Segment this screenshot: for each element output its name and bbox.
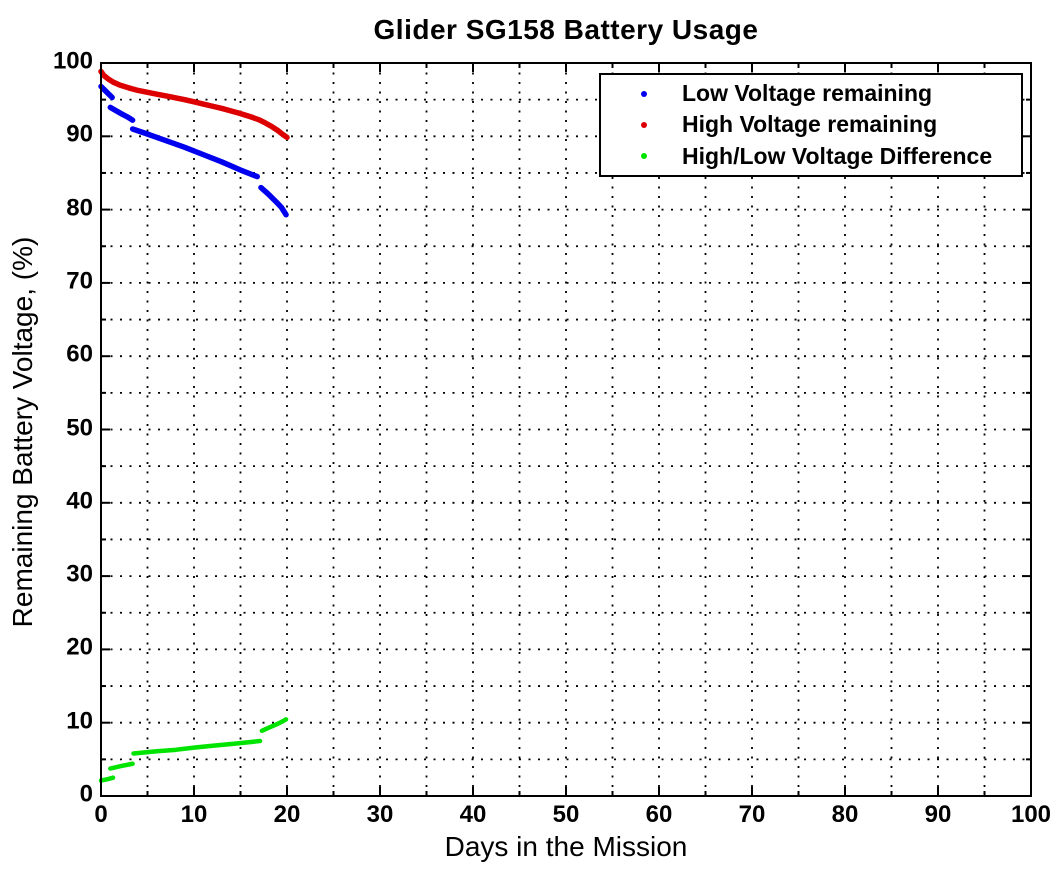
x-tick-label: 20 — [273, 801, 301, 828]
x-tick-label: 80 — [831, 801, 859, 828]
series-line-0 — [107, 104, 136, 123]
legend-item-low-voltage: Low Voltage remaining — [601, 78, 1021, 109]
x-tick-label: 70 — [738, 801, 766, 828]
legend-label-low-voltage: Low Voltage remaining — [682, 80, 933, 107]
x-axis-label: Days in the Mission — [444, 831, 688, 862]
series-line-2 — [259, 717, 289, 734]
x-tick-label: 0 — [94, 801, 108, 828]
y-tick-label: 100 — [52, 47, 93, 75]
series-line-0 — [98, 83, 115, 101]
y-axis-label: Remaining Battery Voltage, (%) — [7, 236, 38, 628]
y-tick-label: 80 — [66, 194, 93, 222]
series-line-0 — [129, 126, 260, 180]
x-tick-label: 50 — [552, 801, 580, 828]
legend-item-difference: High/Low Voltage Difference — [601, 141, 1021, 172]
x-tick-label: 90 — [924, 801, 952, 828]
series-line-0 — [258, 184, 289, 218]
y-tick-label: 0 — [79, 780, 93, 808]
series-line-2 — [108, 761, 135, 771]
legend: Low Voltage remaining High Voltage remai… — [599, 73, 1023, 177]
y-tick-label: 70 — [66, 267, 93, 295]
x-tick-label: 100 — [1010, 801, 1052, 828]
y-tick-label: 90 — [66, 120, 93, 148]
plot-box — [100, 62, 1032, 797]
y-tick-label: 10 — [66, 707, 93, 735]
series-line-1 — [98, 68, 290, 141]
y-tick-label: 40 — [66, 487, 93, 515]
legend-label-difference: High/Low Voltage Difference — [682, 142, 993, 169]
y-tick-label: 20 — [66, 633, 93, 661]
legend-item-high-voltage: High Voltage remaining — [601, 109, 1021, 140]
series-line-2 — [131, 738, 263, 756]
legend-label-high-voltage: High Voltage remaining — [682, 111, 938, 138]
legend-marker-difference-icon — [641, 153, 647, 160]
x-tick-label: 30 — [366, 801, 394, 828]
legend-marker-high-voltage-icon — [641, 121, 647, 128]
series-line-2 — [98, 775, 116, 783]
legend-marker-low-voltage-icon — [641, 90, 647, 97]
x-tick-label: 60 — [645, 801, 673, 828]
y-tick-label: 50 — [66, 414, 93, 442]
y-tick-label: 60 — [66, 340, 93, 368]
chart-title: Glider SG158 Battery Usage — [373, 14, 759, 45]
x-tick-label: 10 — [180, 801, 208, 828]
y-tick-label: 30 — [66, 560, 93, 588]
x-tick-label: 40 — [459, 801, 487, 828]
